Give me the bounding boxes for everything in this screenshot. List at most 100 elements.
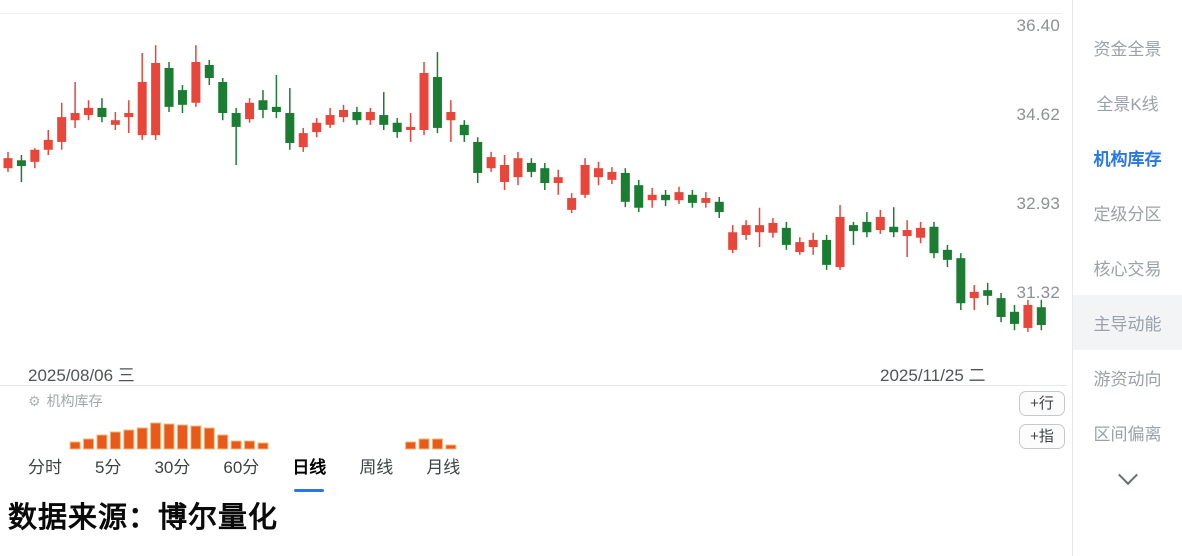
candle [808,232,818,255]
date-axis: 2025/08/06 三 2025/11/25 二 [0,361,1072,385]
candle [647,187,657,208]
active-tab-underline [294,489,325,492]
candle [365,107,375,125]
candle [674,186,684,204]
tab-30min[interactable]: 30分 [154,458,191,477]
candle [70,82,80,128]
candle [432,52,442,134]
candle [164,61,174,112]
candle [540,162,550,190]
volume-bar [150,422,162,450]
candle [137,53,147,140]
candle [312,118,322,138]
volume-bar [190,425,202,450]
volume-bar [230,440,242,450]
volume-bar [136,427,148,450]
candle [795,237,805,255]
candle [298,127,308,152]
candle [942,244,952,268]
volume-histogram [69,422,457,450]
kline-chart-pane[interactable]: 36.40 34.62 32.93 31.32 2025/08/06 三 2025/1… [0,0,1072,556]
candle [983,282,993,305]
add-row-button[interactable]: +行 [1019,391,1065,416]
top-gridline [0,13,1062,14]
volume-bar [96,434,108,450]
candle [124,100,134,134]
sidebar-item-core-trading[interactable]: 核心交易 [1093,260,1162,279]
candle [513,151,523,186]
volume-indicator-label: 机构库存 [46,393,103,409]
candle [822,234,832,270]
candle [1036,299,1046,331]
candle [486,151,496,172]
candle [553,169,563,195]
tab-daily[interactable]: 日线 [292,452,326,492]
candle [177,85,187,114]
volume-bar [123,429,135,450]
tab-5min[interactable]: 5分 [95,458,122,477]
candle [339,104,348,123]
candle [580,158,590,199]
volume-bar [418,438,430,450]
volume-bar [257,442,269,450]
sidebar-item-institution-inventory[interactable]: 机构库存 [1093,150,1162,169]
period-tabs: 分时 5分 30分 60分 日线 周线 月线 [28,452,461,492]
candle [43,130,53,156]
tab-60min[interactable]: 60分 [223,458,260,477]
candle [473,137,483,184]
sidebar-item-panorama-kline[interactable]: 全景K线 [1096,95,1159,114]
candle [701,192,711,208]
chevron-down-icon [1117,465,1138,486]
candle [151,45,161,140]
candle [500,155,510,190]
candle [231,107,241,166]
candle [459,120,469,142]
sidebar-item-range-deviation[interactable]: 区间偏离 [1093,425,1162,444]
candle [902,220,912,258]
candle [916,221,926,244]
candle [835,205,845,270]
candle [218,77,228,121]
tab-intraday[interactable]: 分时 [28,458,62,477]
sidebar-item-hot-money-trend[interactable]: 游资动向 [1093,370,1162,389]
candle [755,207,765,248]
tab-monthly[interactable]: 月线 [426,458,461,477]
candle [406,113,416,142]
sidebar-expand-button[interactable] [1073,460,1182,496]
candle [245,98,255,123]
candle [593,161,603,186]
candle [567,193,577,214]
candle [379,92,389,131]
sidebar-item-dominant-momentum[interactable]: 主导动能 [1073,295,1182,350]
sidebar-item-grade-zone[interactable]: 定级分区 [1093,205,1162,224]
gear-icon[interactable]: ⚙ [28,392,41,409]
sidebar-item-funds-panorama[interactable]: 资金全景 [1093,40,1162,59]
add-indicator-button[interactable]: +指 [1019,424,1065,449]
candle [392,118,402,138]
volume-bar [244,440,256,450]
candle [862,212,872,238]
candle [728,225,738,254]
candle [97,98,107,123]
tab-weekly[interactable]: 周线 [359,458,394,477]
candle [419,61,429,136]
indicator-sidebar: 资金全景全景K线机构库存定级分区核心交易主导动能游资动向区间偏离 [1072,0,1182,556]
candle [3,151,13,172]
volume-bar [431,438,443,450]
candle [285,88,295,150]
candle [204,59,214,86]
candle [875,209,885,234]
candle [110,111,120,131]
candle [889,207,899,238]
candle [929,221,939,259]
candle [191,45,201,107]
candle [258,90,268,119]
candle [1010,304,1019,331]
volume-bar [163,423,175,450]
volume-bar [405,441,417,450]
candle [1023,299,1033,332]
candle [607,167,617,185]
candle [271,74,281,119]
candle [768,218,778,238]
